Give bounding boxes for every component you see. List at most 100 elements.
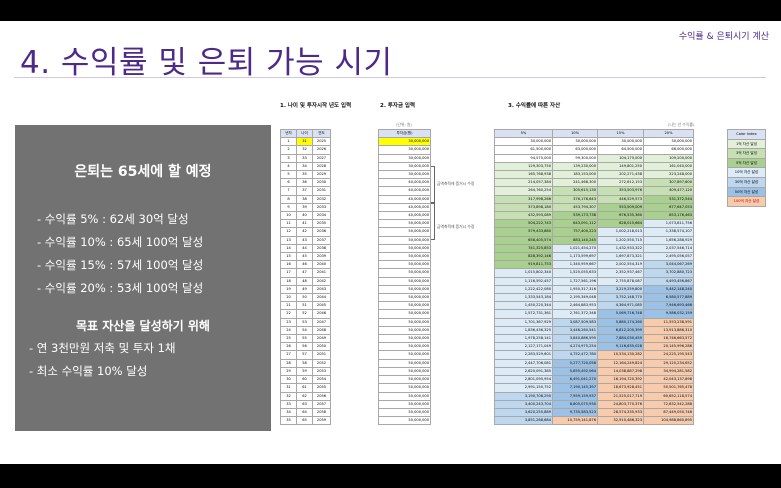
year-index-cell: 20 xyxy=(280,293,297,303)
table-row: 129,303,750 139,230,000 149,801,250 161,040… xyxy=(494,161,694,172)
year-index-cell: 25 xyxy=(280,334,297,344)
table-row: 50,000,000 xyxy=(378,391,431,401)
table-row: 4 34 2028 xyxy=(280,161,331,172)
table-row: 3,190,708,290 7,959,159,937 21,525,017,719… xyxy=(494,391,694,401)
investment-cell: 50,000,000 xyxy=(378,416,431,426)
year-cell: 2032 xyxy=(312,194,331,204)
asset-cell: 5,855,492,064 xyxy=(552,366,598,377)
investment-cell: 40,000,000 xyxy=(378,194,431,204)
asset-cell: 272,612,153 xyxy=(597,178,644,188)
asset-cell: 9,116,635,028 xyxy=(597,342,644,352)
table-row: 50,000,000 xyxy=(378,235,431,245)
asset-cell: 4,274,975,254 xyxy=(552,342,598,352)
table-row: 30,000,000 xyxy=(378,137,431,147)
asset-cell: 2,991,150,752 xyxy=(494,383,553,393)
table-row: 21 51 2045 xyxy=(280,301,331,311)
year-cell: 2047 xyxy=(312,317,331,327)
asset-cell: 376,176,643 xyxy=(552,194,598,204)
asset-cell: 42,043,137,898 xyxy=(643,375,694,385)
table-row: 25 55 2049 xyxy=(280,334,331,344)
slide-subtitle: 수익률 & 은퇴시기 계산 xyxy=(678,32,769,42)
legend-item: 3억 자산 달성 xyxy=(727,148,766,159)
table-row: 15 45 2039 xyxy=(280,252,331,262)
year-index-cell: 26 xyxy=(280,342,297,352)
asset-cell: 1,450,220,344 xyxy=(494,301,553,311)
year-cell: 2031 xyxy=(312,186,331,196)
year-cell: 2056 xyxy=(312,391,331,401)
asset-cell: 373,898,180 xyxy=(494,202,553,213)
investment-cell: 50,000,000 xyxy=(378,235,431,245)
legend-item: 100억 자산 달성 xyxy=(727,196,766,207)
asset-cell: 24,225,195,543 xyxy=(643,350,694,360)
table-row: 1,116,592,457 1,727,561,196 2,755,878,087 4… xyxy=(494,276,694,286)
asset-cell: 1,002,218,013 xyxy=(597,227,644,237)
rate-line-15: - 수익률 15% : 57세 100억 달성 xyxy=(37,258,204,272)
investment-table: 투자금(원) 30,000,000 30,000,000 30,000,000 30,… xyxy=(378,128,431,426)
investment-cell: 50,000,000 xyxy=(378,284,431,295)
year-cell: 2045 xyxy=(312,301,331,311)
investment-cell: 50,000,000 xyxy=(378,252,431,262)
year-cell: 2033 xyxy=(312,202,331,213)
table-row: 1,015,802,340 1,525,055,633 2,352,937,467 3… xyxy=(494,268,694,278)
table-row: 3,851,268,684 10,759,141,876 32,910,486,32… xyxy=(494,416,694,426)
asset-cell: 10,759,141,876 xyxy=(552,416,598,426)
asset-cell: 5,277,720,058 xyxy=(552,358,598,368)
legend-item: 30억 자산 달성 xyxy=(727,176,766,188)
asset-cell: 11,553,238,591 xyxy=(643,317,694,327)
table-row: 50,000,000 xyxy=(378,219,431,229)
table-row: 214,057,384 241,468,300 272,612,153 307,897… xyxy=(494,178,694,188)
asset-cell: 3,851,268,684 xyxy=(494,416,553,426)
table-row: 50,000,000 xyxy=(378,350,431,360)
investment-cell: 50,000,000 xyxy=(378,317,431,327)
investment-cell: 50,000,000 xyxy=(378,243,431,254)
table-row: 50,000,000 xyxy=(378,301,431,311)
asset-cell: 16,194,720,392 xyxy=(597,375,644,385)
asset-cell: 1,116,592,457 xyxy=(494,276,553,286)
investment-cell: 40,000,000 xyxy=(378,211,431,221)
investment-cell: 30,000,000 xyxy=(378,170,431,180)
year-index-cell: 29 xyxy=(280,366,297,377)
asset-cell: 4,364,971,085 xyxy=(597,301,644,311)
asset-cell: 2,755,878,087 xyxy=(597,276,644,286)
asset-cell: 5,442,148,240 xyxy=(643,284,694,295)
table-row: 579,433,880 757,400,223 1,002,218,013 1,338… xyxy=(494,227,694,237)
section-header-investment: 2. 투자금 입력 xyxy=(380,103,416,109)
goal-line-2: - 최소 수익률 10% 달성 xyxy=(29,364,148,378)
asset-cell: 129,303,750 xyxy=(494,161,553,172)
asset-cell: 1,656,288,929 xyxy=(643,235,694,245)
table-row: 264,760,254 305,615,130 353,503,976 409,477… xyxy=(494,186,694,196)
table-row: 658,405,574 883,140,245 1,202,550,715 1,656… xyxy=(494,235,694,245)
asset-cell: 87,449,050,746 xyxy=(643,407,694,418)
age-table: 년차 나이 연도 1 31 2025 2 32 2026 3 33 2027 4 34 2028 5 35… xyxy=(280,128,331,426)
annotation-brace xyxy=(431,166,435,204)
color-index-title: Color Index xyxy=(727,129,766,140)
asset-cell: 3,702,880,723 xyxy=(643,268,694,278)
age-cell: 36 xyxy=(296,178,313,188)
age-cell: 45 xyxy=(296,252,313,262)
asset-cell: 30,000,000 xyxy=(643,137,694,147)
asset-cell: 5,880,174,260 xyxy=(597,317,644,327)
year-index-cell: 6 xyxy=(280,178,297,188)
table-row: 2,447,706,081 5,277,720,058 12,164,249,824… xyxy=(494,358,694,368)
table-row: 50,000,000 xyxy=(378,260,431,270)
title-divider xyxy=(14,77,766,78)
table-row: 32 62 2056 xyxy=(280,391,331,401)
asset-cell: 30,000,000 xyxy=(494,137,553,147)
table-row: 1,572,731,361 2,761,372,348 5,069,716,748 9… xyxy=(494,309,694,319)
age-cell: 31 xyxy=(296,137,313,147)
table-row: 33 63 2057 xyxy=(280,399,331,409)
year-cell: 2046 xyxy=(312,309,331,319)
asset-cell: 677,647,053 xyxy=(643,202,694,213)
asset-cell: 3,219,259,800 xyxy=(597,284,644,295)
year-index-cell: 11 xyxy=(280,219,297,229)
asset-cell: 539,173,738 xyxy=(552,211,598,221)
age-cell: 54 xyxy=(296,325,313,336)
asset-cell: 3,087,509,583 xyxy=(552,317,598,327)
year-cell: 2055 xyxy=(312,383,331,393)
table-row: 432,593,089 539,173,738 676,535,360 853,176… xyxy=(494,211,694,221)
year-index-cell: 30 xyxy=(280,375,297,385)
table-row: 2 32 2026 xyxy=(280,145,331,155)
year-cell: 2041 xyxy=(312,268,331,278)
investment-cell: 50,000,000 xyxy=(378,407,431,418)
year-cell: 2054 xyxy=(312,375,331,385)
